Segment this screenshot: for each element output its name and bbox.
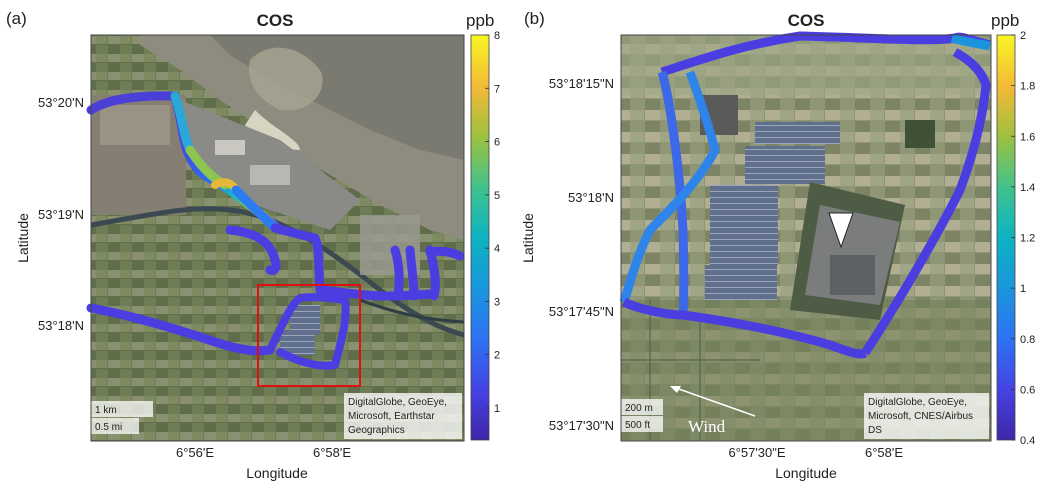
- panel-b-ytick-3: 53°17'45"N: [549, 304, 614, 319]
- panel-a-zoom-box: [257, 284, 361, 387]
- panel-a-ytick-3: 53°18'N: [38, 318, 84, 333]
- colorbar-tick-label: 1: [494, 403, 500, 415]
- panel-b-xtick-2: 6°58'E: [865, 445, 903, 460]
- colorbar-tick-label: 6: [494, 137, 500, 149]
- panel-b-scale-m: 200 m: [625, 403, 653, 414]
- colorbar-tick-label: 7: [494, 83, 500, 95]
- panel-b-ytick-4: 53°17'30"N: [549, 418, 614, 433]
- colorbar-tick-label: 2: [494, 350, 500, 362]
- panel-b-scale-bar: 200 m 500 ft: [621, 399, 663, 432]
- panel-b-wind-arrow: Wind: [670, 386, 756, 436]
- panel-a-track: [86, 91, 465, 370]
- svg-text:Microsoft, CNES/Airbus: Microsoft, CNES/Airbus: [868, 411, 973, 422]
- panel-a-ylabel: Latitude: [15, 213, 31, 263]
- colorbar-tick-label: 1.6: [1020, 131, 1035, 143]
- panel-b-attribution: DigitalGlobe, GeoEye, Microsoft, CNES/Ai…: [864, 393, 989, 439]
- panel-b-xlabel: Longitude: [775, 465, 837, 481]
- panel-b-colorbar: ppb 0.4 0.6 0.8 1 1.2 1.4 1.6 1.8 2: [991, 11, 1035, 447]
- panel-b-title: COS: [788, 11, 825, 30]
- colorbar-tick-label: 1.4: [1020, 182, 1035, 194]
- panel-b-track: [619, 31, 992, 359]
- panel-b-source-marker: [828, 212, 854, 249]
- colorbar-tick-label: 0.4: [1020, 435, 1035, 447]
- colorbar-tick-label: 1: [1020, 283, 1026, 295]
- panel-b-colorbar-unit: ppb: [991, 11, 1019, 30]
- panel-a-xlabel: Longitude: [246, 465, 308, 481]
- panel-b-frame: [620, 34, 992, 442]
- panel-a-frame: [90, 34, 465, 442]
- svg-text:DigitalGlobe, GeoEye,: DigitalGlobe, GeoEye,: [868, 397, 967, 408]
- panel-b-scale-ft: 500 ft: [625, 420, 650, 431]
- panel-a-map: [90, 35, 465, 441]
- svg-text:Geographics: Geographics: [348, 425, 405, 436]
- colorbar-tick-label: 0.6: [1020, 384, 1035, 396]
- panel-b-ylabel: Latitude: [520, 213, 536, 263]
- colorbar-tick-label: 5: [494, 190, 500, 202]
- panel-a-scale-km: 1 km: [95, 405, 117, 416]
- panel-a-attribution: DigitalGlobe, GeoEye, Microsoft, Earthst…: [344, 393, 462, 439]
- colorbar-tick-label: 0.8: [1020, 334, 1035, 346]
- panel-a-colorbar-unit: ppb: [466, 11, 494, 30]
- panel-b-ytick-1: 53°18'15"N: [549, 76, 614, 91]
- colorbar-tick-label: 8: [494, 30, 500, 42]
- panel-b-wind-label: Wind: [688, 417, 726, 436]
- svg-text:Microsoft, Earthstar: Microsoft, Earthstar: [348, 411, 435, 422]
- panel-a-scale-bar: 1 km 0.5 mi: [91, 401, 153, 434]
- panel-b-label: (b): [524, 9, 545, 28]
- panel-b-ytick-2: 53°18'N: [568, 190, 614, 205]
- panel-a-label: (a): [6, 9, 27, 28]
- colorbar-tick-label: 4: [494, 243, 500, 255]
- panel-a-title: COS: [257, 11, 294, 30]
- svg-text:DigitalGlobe, GeoEye,: DigitalGlobe, GeoEye,: [348, 397, 447, 408]
- colorbar-tick-label: 1.2: [1020, 233, 1035, 245]
- colorbar-tick-label: 3: [494, 296, 500, 308]
- panel-a-colorbar: ppb 1 2 3 4 5 6 7 8: [466, 11, 500, 441]
- panel-a-xtick-2: 6°58'E: [313, 445, 351, 460]
- panel-b-xtick-1: 6°57'30"E: [728, 445, 785, 460]
- panel-a-scale-mi: 0.5 mi: [95, 422, 122, 433]
- svg-text:DS: DS: [868, 425, 882, 436]
- panel-a-ytick-2: 53°19'N: [38, 207, 84, 222]
- colorbar-tick-label: 2: [1020, 30, 1026, 42]
- panel-a-ytick-1: 53°20'N: [38, 95, 84, 110]
- colorbar-tick-label: 1.8: [1020, 81, 1035, 93]
- panel-a-xtick-1: 6°56'E: [176, 445, 214, 460]
